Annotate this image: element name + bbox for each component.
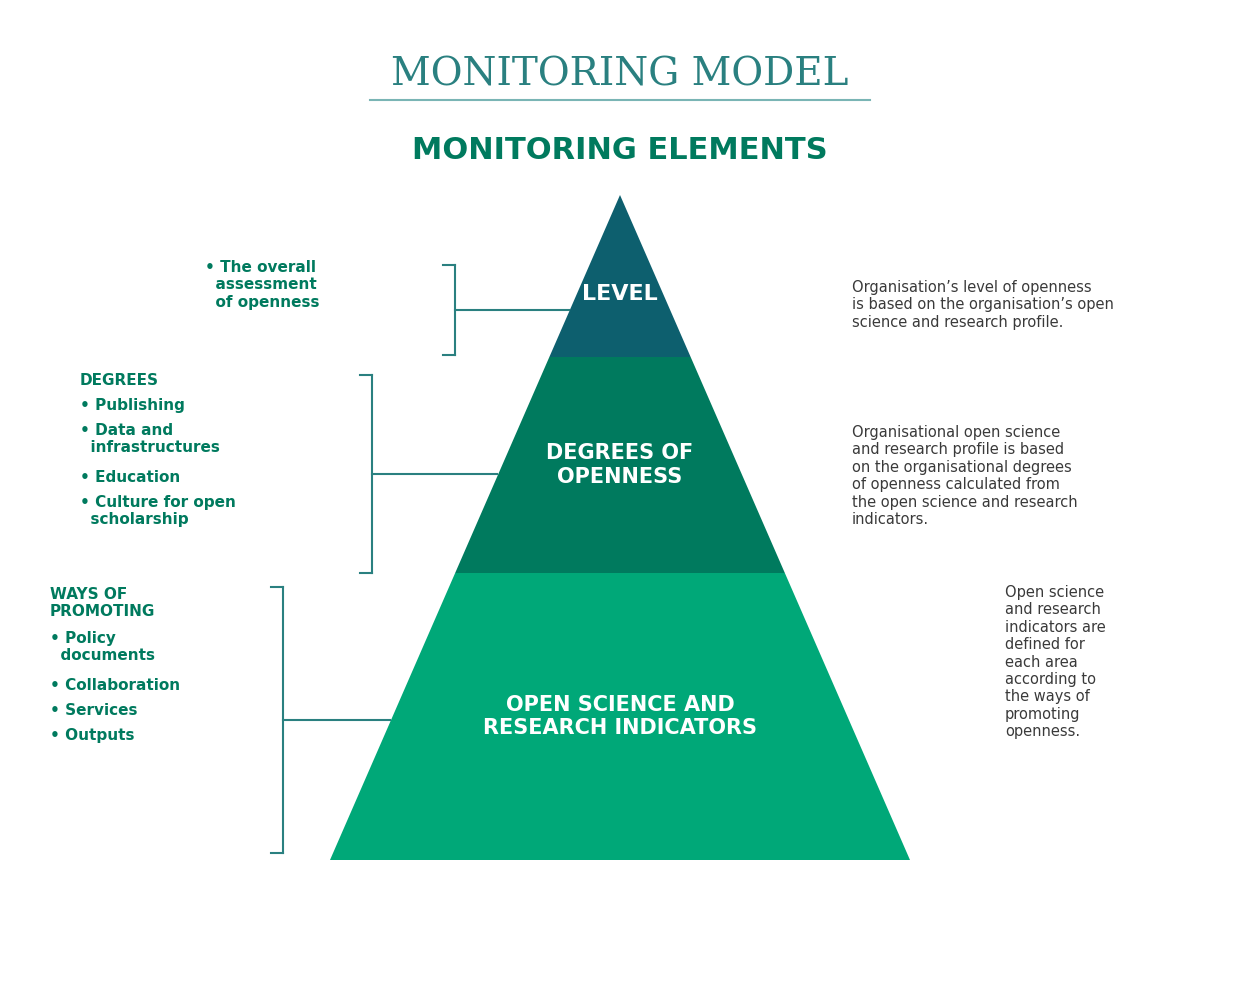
Text: Open science
and research
indicators are
defined for
each area
according to
the : Open science and research indicators are… [1005, 585, 1106, 740]
Text: OPEN SCIENCE AND
RESEARCH INDICATORS: OPEN SCIENCE AND RESEARCH INDICATORS [483, 694, 757, 738]
Text: Organisation’s level of openness
is based on the organisation’s open
science and: Organisation’s level of openness is base… [853, 280, 1114, 330]
Text: • Services: • Services [50, 704, 138, 718]
Text: • Outputs: • Outputs [50, 728, 134, 743]
Polygon shape [330, 573, 910, 860]
Text: • Data and
  infrastructures: • Data and infrastructures [79, 423, 220, 455]
Text: DEGREES: DEGREES [79, 373, 159, 388]
Text: • The overall
  assessment
  of openness: • The overall assessment of openness [205, 260, 319, 310]
Text: MONITORING MODEL: MONITORING MODEL [391, 56, 849, 93]
Text: LEVEL: LEVEL [582, 284, 658, 304]
Text: • Culture for open
  scholarship: • Culture for open scholarship [79, 495, 236, 528]
Text: Organisational open science
and research profile is based
on the organisational : Organisational open science and research… [853, 425, 1077, 527]
Text: MONITORING ELEMENTS: MONITORING ELEMENTS [412, 136, 828, 165]
Polygon shape [455, 357, 784, 573]
Text: • Education: • Education [79, 470, 180, 485]
Text: WAYS OF
PROMOTING: WAYS OF PROMOTING [50, 587, 155, 619]
Text: • Publishing: • Publishing [79, 398, 185, 413]
Text: DEGREES OF
OPENNESS: DEGREES OF OPENNESS [546, 443, 694, 486]
Text: • Collaboration: • Collaboration [50, 678, 180, 693]
Text: • Policy
  documents: • Policy documents [50, 631, 155, 663]
Polygon shape [550, 195, 691, 357]
